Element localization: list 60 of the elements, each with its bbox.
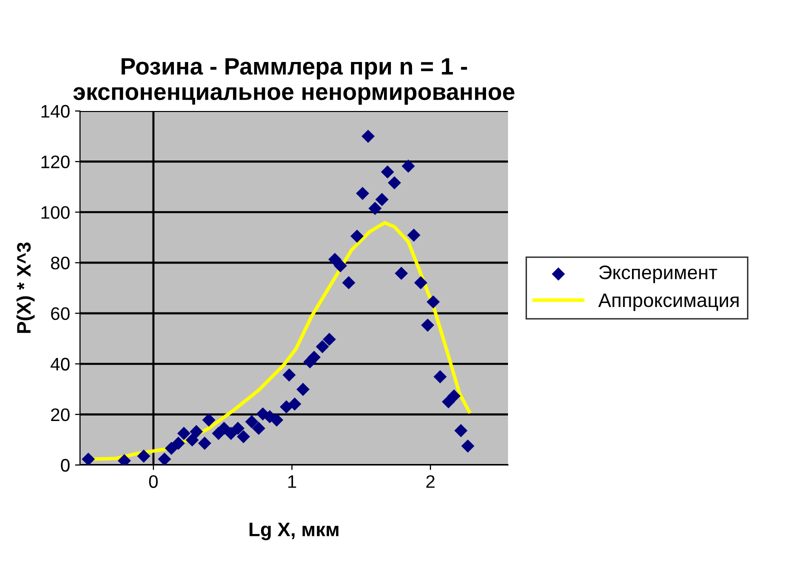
y-tick-label: 20 xyxy=(51,408,70,422)
point xyxy=(342,276,356,290)
point xyxy=(164,442,178,455)
point xyxy=(426,295,440,308)
point xyxy=(322,332,336,346)
point xyxy=(414,276,428,290)
point xyxy=(236,430,250,444)
point xyxy=(447,389,461,403)
y-tick-label: 0 xyxy=(60,458,70,472)
point xyxy=(198,436,212,450)
point xyxy=(434,370,447,384)
point xyxy=(217,422,231,435)
y-tick-label: 80 xyxy=(50,256,70,270)
point xyxy=(454,424,468,438)
point xyxy=(334,259,347,272)
point xyxy=(190,425,203,438)
point xyxy=(307,350,321,364)
legend-label: Эксперимент xyxy=(599,266,718,284)
y-axis-title: P(X) * X^3 xyxy=(16,242,35,333)
point xyxy=(407,228,420,242)
y-tick-label: 60 xyxy=(51,307,70,320)
chart-title: Розина - Раммлера при n = 1 - экспоненциальное ненормированное xyxy=(73,58,514,105)
point xyxy=(282,368,296,382)
point xyxy=(137,450,150,463)
x-tick-label: 0 xyxy=(149,475,158,488)
point xyxy=(252,422,266,435)
point xyxy=(186,433,199,447)
x-tick-label: 1 xyxy=(288,475,296,488)
point xyxy=(177,426,190,440)
point xyxy=(231,422,244,435)
y-tick-label: 40 xyxy=(50,358,70,371)
point xyxy=(82,452,95,465)
y-tick-label: 120 xyxy=(42,156,70,168)
point xyxy=(421,318,434,332)
point xyxy=(394,266,408,280)
point xyxy=(158,452,172,465)
point xyxy=(296,382,310,396)
x-axis-title: Lg X, мкм xyxy=(250,522,338,540)
point xyxy=(280,400,293,414)
legend-label: Аппроксимация xyxy=(598,294,739,311)
point xyxy=(245,415,258,428)
point xyxy=(461,439,474,453)
point xyxy=(380,165,394,179)
point xyxy=(362,130,375,143)
point xyxy=(356,186,370,200)
y-tick-label: 140 xyxy=(42,104,70,118)
point xyxy=(288,397,302,411)
point xyxy=(368,202,382,215)
x-tick-label: 2 xyxy=(426,475,435,488)
point xyxy=(224,426,238,440)
point xyxy=(328,252,342,266)
point xyxy=(202,413,216,427)
point xyxy=(388,176,402,190)
point xyxy=(172,436,185,450)
point xyxy=(375,192,389,206)
y-tick-label: 100 xyxy=(42,206,70,219)
point xyxy=(270,413,284,427)
point xyxy=(350,230,364,243)
point xyxy=(402,160,415,173)
point xyxy=(316,340,329,354)
